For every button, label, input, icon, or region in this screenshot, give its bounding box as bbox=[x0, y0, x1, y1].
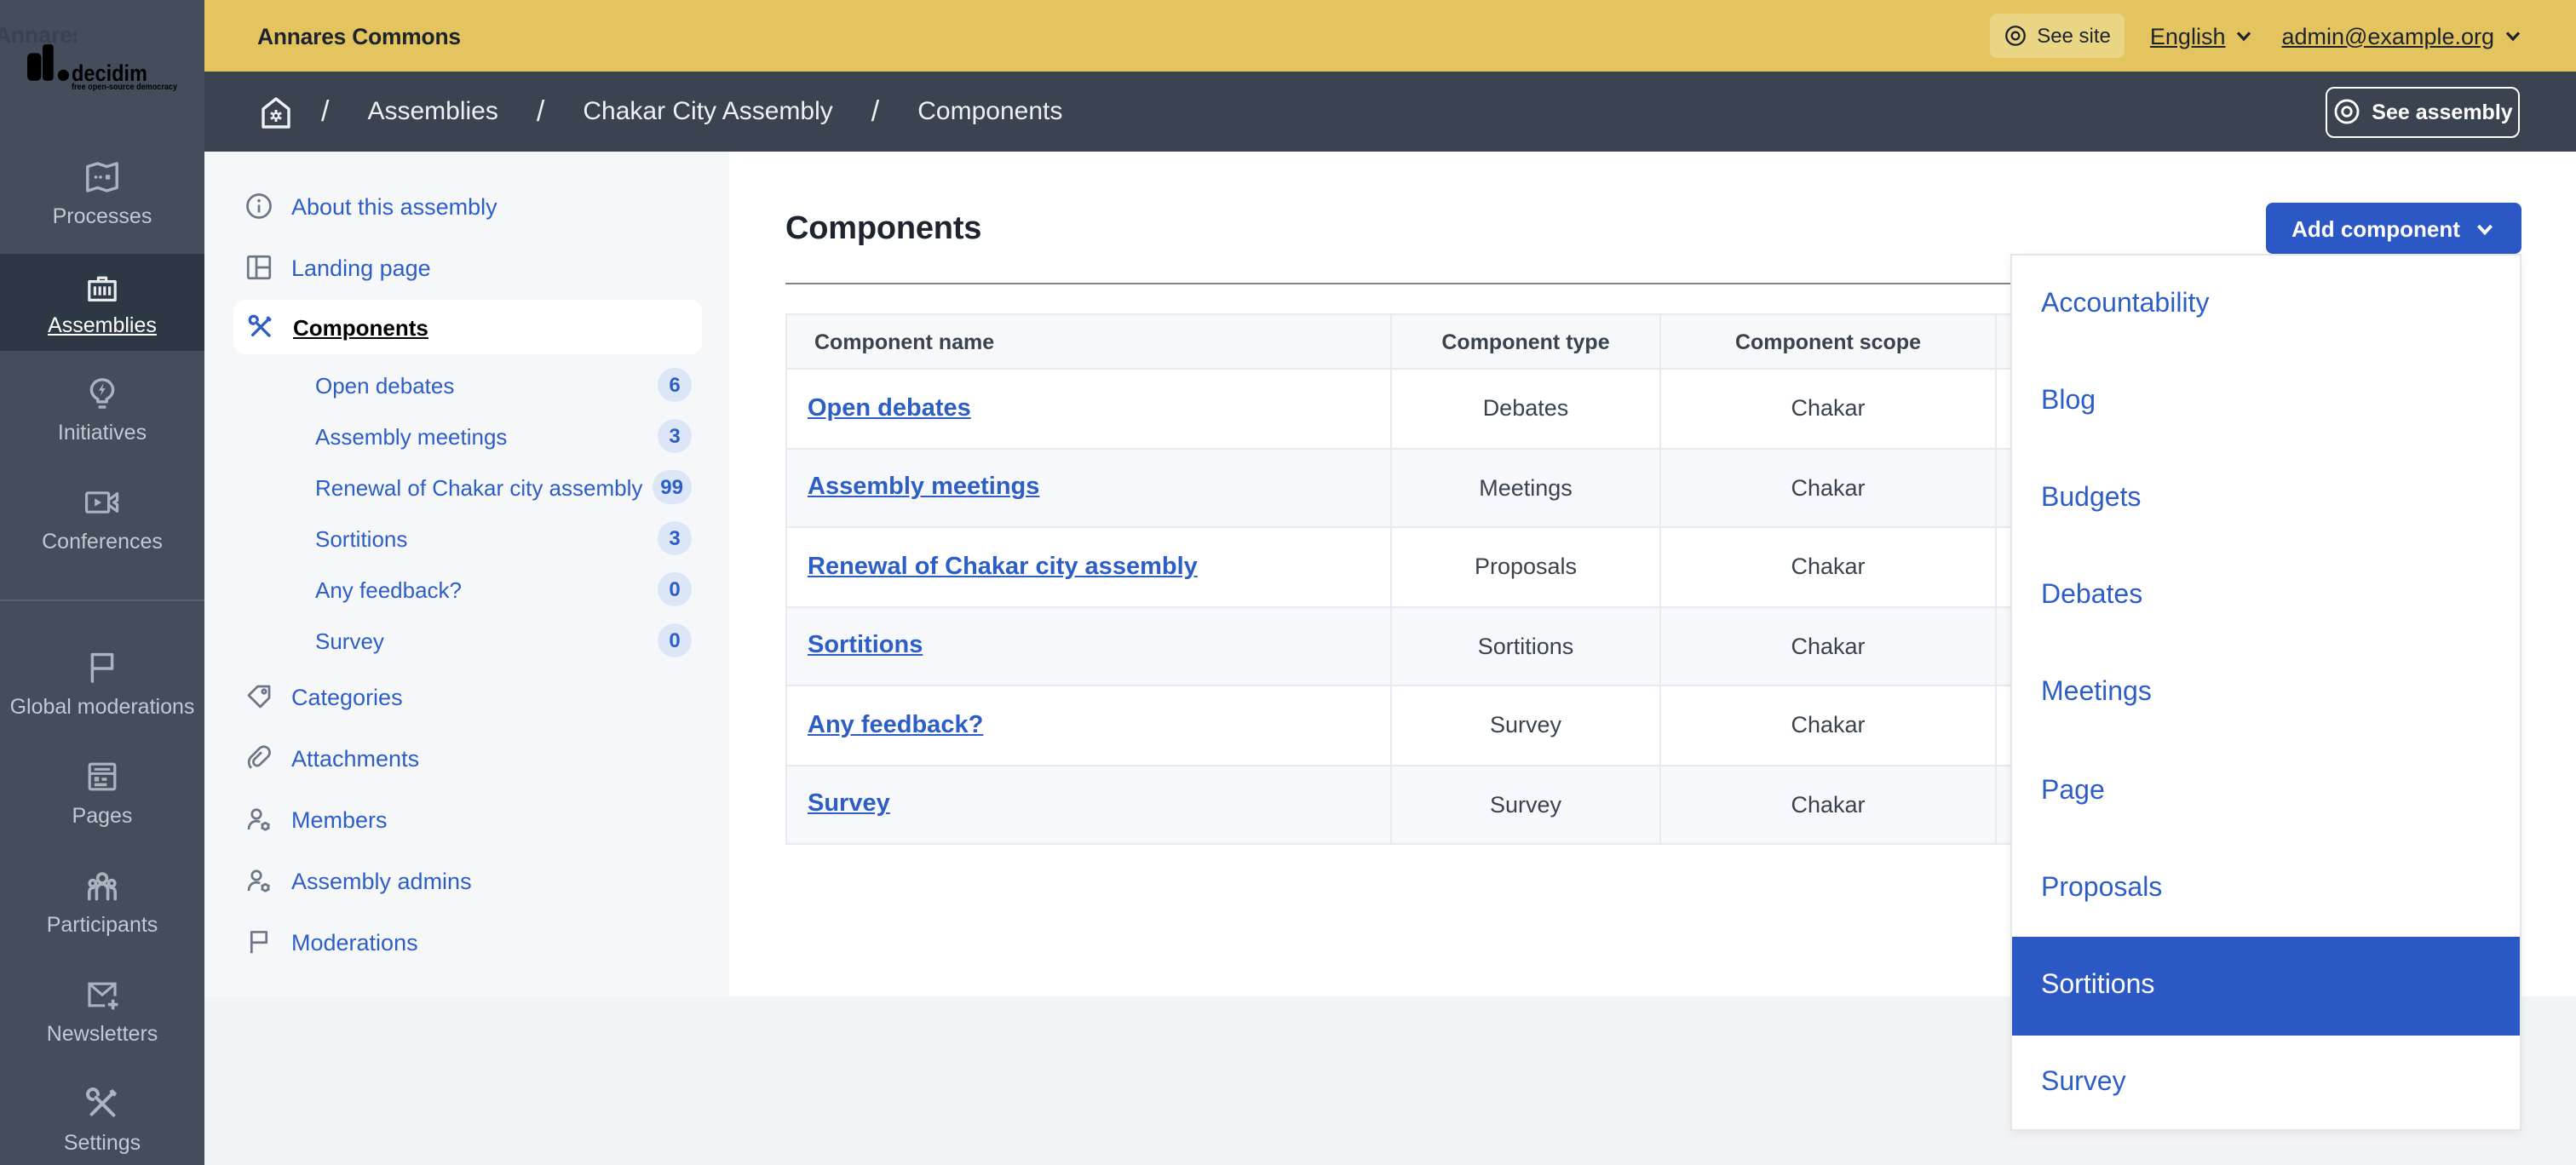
svg-text:free open-source democracy: free open-source democracy bbox=[72, 83, 178, 92]
svg-text:decidim: decidim bbox=[72, 60, 147, 86]
